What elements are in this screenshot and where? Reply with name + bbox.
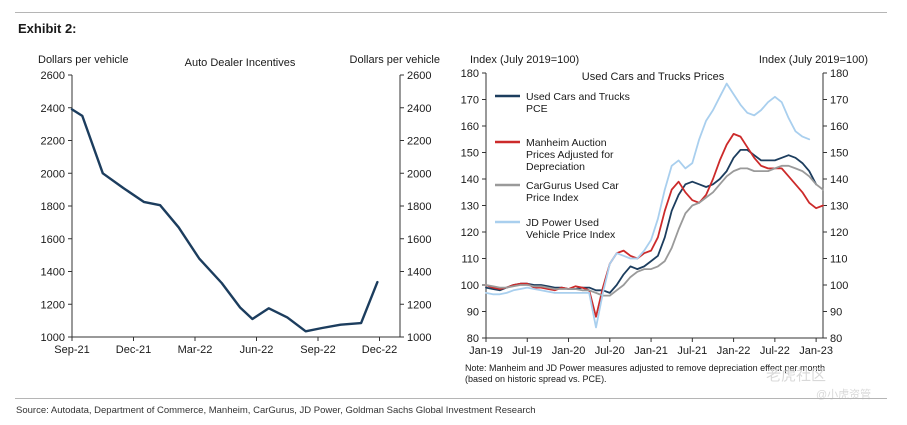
- used-cars-note: Note: Manheim and JD Power measures adju…: [465, 363, 825, 384]
- incentives-ylabel-right: Dollars per vehicle: [350, 54, 440, 66]
- used-cars-ylabel-right: Index (July 2019=100): [759, 54, 868, 66]
- legend-label-line: Prices Adjusted for: [526, 149, 614, 161]
- used-cars-ytick-right-label: 110: [830, 254, 848, 266]
- incentives-xtick-label: Sep-22: [300, 344, 335, 356]
- incentives-series-line-0: [70, 108, 379, 333]
- used-cars-ytick-right-label: 90: [830, 307, 842, 319]
- incentives-ytick-right-label: 1600: [407, 234, 431, 246]
- used-cars-xtick-label: Jan-20: [552, 345, 586, 357]
- used-cars-ytick-left-label: 100: [461, 280, 479, 292]
- used-cars-ytick-right-label: 160: [830, 121, 848, 133]
- legend-label-line: Manheim Auction: [526, 137, 607, 149]
- used-cars-note-line: (based on historic spread vs. PCE).: [465, 374, 607, 384]
- used-cars-ytick-left-label: 140: [461, 174, 479, 186]
- used-cars-xtick-label: Jan-22: [717, 345, 751, 357]
- used-cars-series-line-0: [485, 148, 817, 294]
- used-cars-xtick-label: Jan-23: [799, 345, 833, 357]
- legend-label-0: Used Cars and Trucks PCE: [526, 91, 630, 115]
- auto-dealer-incentives-chart: 1000 1000 1200 1200 1400 1400 1600 1600 1800 1800…: [38, 54, 440, 356]
- legend-label-line: JD Power Used: [526, 217, 599, 229]
- used-cars-ytick-left-label: 180: [461, 68, 479, 80]
- incentives-ytick-right-label: 2400: [407, 103, 431, 115]
- legend-label-line: CarGurus Used Car: [526, 180, 619, 192]
- used-cars-ytick-right-label: 100: [830, 280, 848, 292]
- used-cars-ytick-right-label: 170: [830, 95, 848, 107]
- incentives-ytick-right-label: 2200: [407, 136, 431, 148]
- incentives-ytick-right-label: 1800: [407, 201, 431, 213]
- used-cars-ytick-left-label: 130: [461, 201, 479, 213]
- used-cars-xtick-label: Jan-19: [469, 345, 503, 357]
- exhibit-label: Exhibit 2:: [18, 21, 77, 36]
- watermark-handle: @小虎资管: [816, 389, 872, 401]
- used-cars-title: Used Cars and Trucks Prices: [582, 71, 725, 83]
- incentives-ytick-right-label: 1000: [407, 332, 431, 344]
- used-cars-xtick-label: Jul-20: [595, 345, 625, 357]
- incentives-title: Auto Dealer Incentives: [185, 57, 296, 69]
- used-cars-ytick-left-label: 120: [461, 227, 479, 239]
- incentives-xtick-label: Dec-21: [116, 344, 151, 356]
- bottom-rule: [15, 398, 887, 399]
- used-cars-note-line: Note: Manheim and JD Power measures adju…: [465, 363, 825, 373]
- used-cars-ytick-right-label: 120: [830, 227, 848, 239]
- used-cars-series-line-1: [485, 132, 824, 318]
- watermark-brand: 老虎社区: [766, 367, 827, 384]
- legend-label-line: PCE: [526, 103, 548, 115]
- incentives-xtick-label: Jun-22: [240, 344, 274, 356]
- used-cars-ytick-right-label: 150: [830, 148, 848, 160]
- legend-label-1: Manheim Auction Prices Adjusted for Deprec…: [526, 137, 614, 173]
- legend-label-line: Used Cars and Trucks: [526, 91, 630, 103]
- used-cars-ytick-left-label: 90: [467, 307, 479, 319]
- legend-label-line: Vehicle Price Index: [526, 229, 616, 241]
- legend-label-line: Depreciation: [526, 161, 585, 173]
- top-rule: [15, 12, 887, 13]
- used-cars-ytick-right-label: 180: [830, 68, 848, 80]
- incentives-ytick-left-label: 1200: [41, 299, 65, 311]
- used-cars-xtick-label: Jan-21: [634, 345, 668, 357]
- used-cars-series-line-2: [485, 164, 824, 297]
- incentives-ytick-left-label: 1800: [41, 201, 65, 213]
- legend-label-2: CarGurus Used Car Price Index: [526, 180, 619, 204]
- incentives-ytick-left-label: 2200: [41, 136, 65, 148]
- used-cars-prices-chart: 80 80 90 90 100 100 110 110 120 120 130 130 140 140 15…: [461, 54, 868, 384]
- used-cars-series-line-3: [485, 82, 811, 329]
- incentives-xtick-label: Mar-22: [178, 344, 213, 356]
- incentives-ytick-left-label: 1400: [41, 267, 65, 279]
- incentives-ytick-right-label: 2600: [407, 70, 431, 82]
- used-cars-ytick-right-label: 80: [830, 333, 842, 345]
- incentives-ytick-left-label: 2400: [41, 103, 65, 115]
- used-cars-xtick-label: Jul-21: [677, 345, 707, 357]
- incentives-ytick-left-label: 2600: [41, 70, 65, 82]
- incentives-ytick-left-label: 1600: [41, 234, 65, 246]
- incentives-xtick-label: Dec-22: [362, 344, 397, 356]
- source-note: Source: Autodata, Department of Commerce…: [16, 405, 536, 416]
- incentives-ytick-right-label: 1400: [407, 267, 431, 279]
- used-cars-ylabel-left: Index (July 2019=100): [470, 54, 579, 66]
- used-cars-ytick-left-label: 170: [461, 95, 479, 107]
- used-cars-ytick-left-label: 160: [461, 121, 479, 133]
- incentives-ytick-right-label: 1200: [407, 299, 431, 311]
- used-cars-ytick-right-label: 140: [830, 174, 848, 186]
- used-cars-ytick-left-label: 110: [461, 254, 479, 266]
- used-cars-ytick-right-label: 130: [830, 201, 848, 213]
- incentives-xtick-label: Sep-21: [54, 344, 89, 356]
- incentives-ytick-left-label: 2000: [41, 168, 65, 180]
- used-cars-xtick-label: Jul-19: [512, 345, 542, 357]
- incentives-ylabel-left: Dollars per vehicle: [38, 54, 128, 66]
- used-cars-xtick-label: Jul-22: [760, 345, 790, 357]
- legend-label-3: JD Power Used Vehicle Price Index: [526, 217, 616, 241]
- incentives-ytick-left-label: 1000: [41, 332, 65, 344]
- incentives-ytick-right-label: 2000: [407, 168, 431, 180]
- legend-label-line: Price Index: [526, 192, 579, 204]
- used-cars-ytick-left-label: 150: [461, 148, 479, 160]
- used-cars-ytick-left-label: 80: [467, 333, 479, 345]
